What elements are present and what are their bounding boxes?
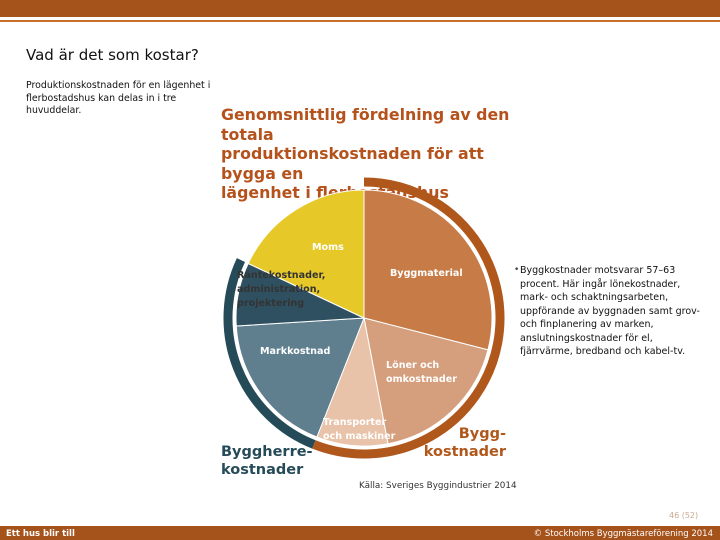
footer-left-text: Ett hus blir till: [6, 529, 75, 539]
chart-title-line: produktionskostnaden för att bygga en: [221, 144, 484, 183]
slice-label-loner: Löner och omkostnader: [386, 360, 457, 385]
bullet-item: • Byggkostnader motsvarar 57–63 procent.…: [514, 264, 705, 359]
group-label-bygg: Bygg-kostnader: [424, 426, 507, 460]
pie-slice-markkostnad: [235, 317, 365, 438]
bottom-band: Ett hus blir till © Stockholms Byggmästa…: [0, 526, 720, 540]
slice-label-moms: Moms: [312, 242, 344, 253]
chart-title-line: Genomsnittlig fördelning av den totala: [221, 105, 510, 144]
group-label-byggherre: Byggherre-kostnader: [221, 444, 313, 478]
pie-slice-loner: [363, 317, 489, 445]
chart-source: Källa: Sveriges Byggindustrier 2014: [359, 481, 517, 491]
slice-label-byggmaterial: Byggmaterial: [390, 268, 463, 279]
footer-copyright: © Stockholms Byggmästareförening 2014: [533, 529, 713, 539]
bullet-dot-icon: •: [514, 265, 520, 275]
group-ring-byggherre: [223, 258, 316, 449]
intro-text: Produktionskostnaden för en lägenhet i f…: [26, 80, 211, 117]
group-ring-bygg: [312, 177, 505, 459]
slide-title: Vad är det som kostar?: [26, 46, 199, 64]
top-band: [0, 0, 720, 17]
pie-slice-byggmaterial: [363, 189, 493, 351]
slice-label-transporter: Transporter och maskiner: [323, 417, 396, 442]
slice-label-markkostnad: Markkostnad: [260, 346, 330, 357]
bullet-text: Byggkostnader motsvarar 57–63 procent. H…: [520, 265, 700, 357]
page-number: 46 (52): [669, 511, 699, 520]
top-band-line: [0, 20, 720, 22]
slice-label-rantekostnader: Räntekostnader, administration, projekteri…: [237, 270, 325, 309]
pie-slice-moms: [247, 189, 365, 319]
